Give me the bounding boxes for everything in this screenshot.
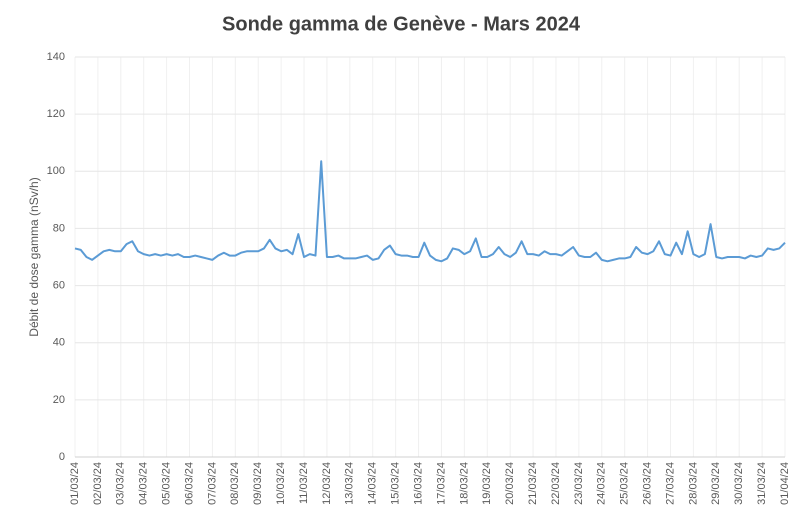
x-tick-label: 05/03/24 bbox=[161, 462, 173, 505]
y-tick-label: 60 bbox=[53, 279, 65, 291]
x-tick-label: 11/03/24 bbox=[298, 462, 310, 504]
y-tick-label: 120 bbox=[47, 108, 65, 120]
x-tick-label: 09/03/24 bbox=[252, 462, 264, 505]
x-tick-label: 16/03/24 bbox=[412, 462, 424, 505]
x-tick-label: 30/03/24 bbox=[733, 462, 745, 505]
x-tick-label: 27/03/24 bbox=[664, 462, 676, 505]
x-tick-label: 04/03/24 bbox=[138, 462, 150, 505]
x-tick-label: 03/03/24 bbox=[115, 462, 127, 505]
x-tick-label: 22/03/24 bbox=[550, 462, 562, 505]
x-tick-label: 15/03/24 bbox=[390, 462, 402, 505]
x-tick-label: 25/03/24 bbox=[619, 462, 631, 505]
x-tick-label: 24/03/24 bbox=[596, 462, 608, 505]
y-tick-label: 20 bbox=[53, 394, 65, 406]
x-tick-label: 13/03/24 bbox=[344, 462, 356, 505]
x-tick-label: 19/03/24 bbox=[481, 462, 493, 505]
x-tick-label: 07/03/24 bbox=[206, 462, 218, 505]
chart-title: Sonde gamma de Genève - Mars 2024 bbox=[222, 13, 581, 35]
x-tick-label: 28/03/24 bbox=[687, 462, 699, 505]
x-tick-label: 01/04/24 bbox=[779, 462, 791, 505]
x-tick-label: 29/03/24 bbox=[710, 462, 722, 505]
x-tick-label: 02/03/24 bbox=[92, 462, 104, 505]
x-tick-label: 18/03/24 bbox=[458, 462, 470, 505]
y-axis-label: Débit de dose gamma (nSv/h) bbox=[27, 177, 41, 336]
x-tick-label: 31/03/24 bbox=[756, 462, 768, 505]
y-tick-label: 140 bbox=[47, 51, 65, 63]
x-tick-label: 26/03/24 bbox=[641, 462, 653, 505]
y-tick-label: 40 bbox=[53, 337, 65, 349]
x-tick-label: 06/03/24 bbox=[183, 462, 195, 505]
x-tick-label: 14/03/24 bbox=[367, 462, 379, 505]
x-tick-label: 23/03/24 bbox=[573, 462, 585, 505]
x-tick-label: 01/03/24 bbox=[69, 462, 81, 505]
x-tick-label: 20/03/24 bbox=[504, 462, 516, 505]
x-tick-label: 12/03/24 bbox=[321, 462, 333, 505]
x-tick-label: 10/03/24 bbox=[275, 462, 287, 505]
x-tick-label: 21/03/24 bbox=[527, 462, 539, 505]
x-tick-label: 17/03/24 bbox=[435, 462, 447, 505]
data-line bbox=[74, 160, 786, 263]
y-tick-label: 0 bbox=[59, 451, 65, 463]
x-tick-label: 08/03/24 bbox=[229, 462, 241, 505]
y-tick-label: 100 bbox=[47, 165, 65, 177]
y-tick-label: 80 bbox=[53, 222, 65, 234]
